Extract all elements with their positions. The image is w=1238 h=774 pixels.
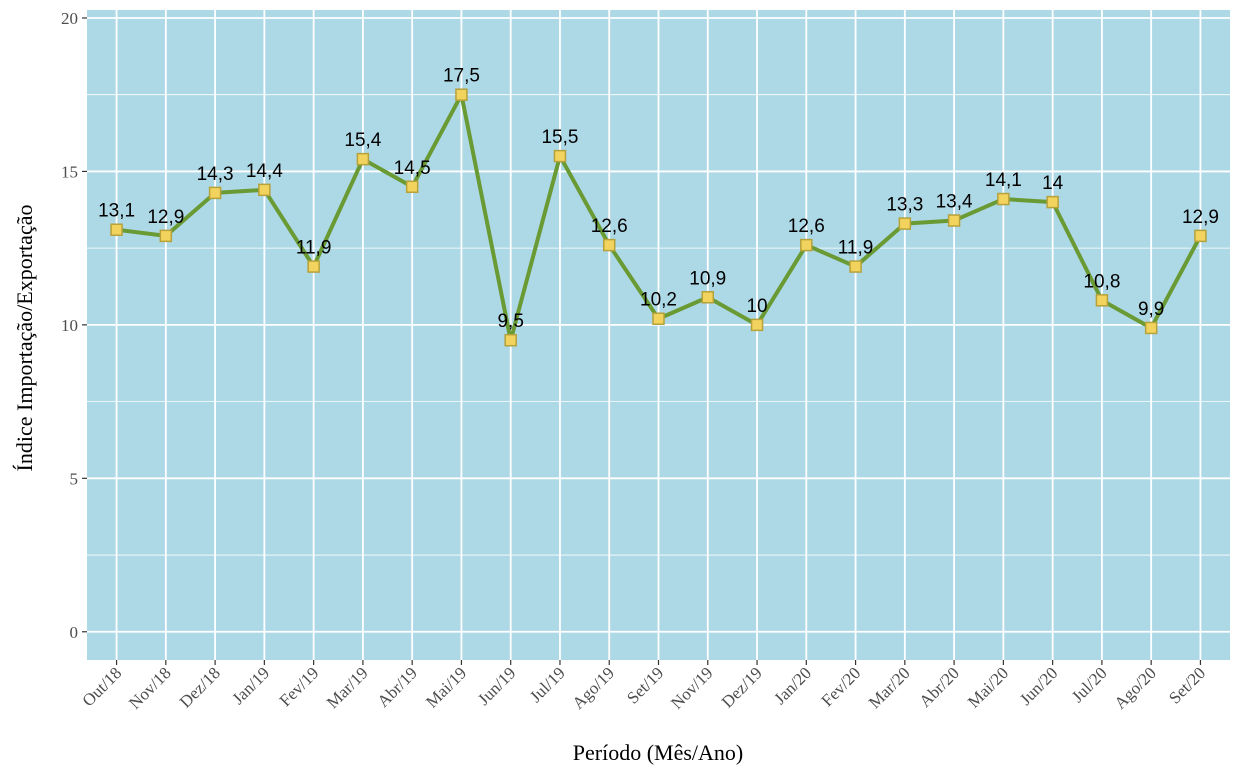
- x-tick-label: Jan/20: [770, 663, 815, 708]
- x-tick-label: Dez/19: [718, 663, 766, 711]
- x-tick-label: Jun/20: [1016, 663, 1061, 708]
- value-label: 13,3: [886, 195, 923, 216]
- marker: [110, 223, 123, 236]
- marker: [602, 238, 616, 252]
- value-label: 14,4: [246, 161, 283, 182]
- marker: [800, 238, 813, 252]
- marker: [159, 229, 173, 243]
- x-tick-label: Dez/18: [176, 663, 224, 711]
- marker: [997, 192, 1010, 206]
- x-tick-label: Jan/19: [228, 663, 273, 708]
- marker: [1046, 195, 1059, 209]
- value-label: 10,9: [689, 268, 726, 289]
- x-tick-label: Fev/20: [818, 663, 865, 710]
- value-label: 10,2: [640, 290, 677, 311]
- x-tick-label: Set/20: [1165, 663, 1209, 707]
- marker: [750, 318, 764, 332]
- value-label: 15,5: [541, 127, 578, 148]
- x-tick-label: Ago/20: [1111, 663, 1160, 712]
- x-tick-label: Mar/19: [323, 663, 372, 712]
- x-tick-label: Nov/19: [667, 663, 716, 712]
- marker: [208, 186, 222, 200]
- value-label: 12,6: [788, 216, 825, 237]
- y-tick-label: 0: [70, 623, 79, 642]
- value-label: 14,1: [985, 170, 1022, 191]
- marker: [1144, 321, 1158, 335]
- value-label: 11,9: [838, 238, 874, 259]
- y-tick-label: 20: [61, 9, 78, 28]
- marker: [849, 260, 862, 273]
- x-tick-label: Mai/19: [422, 663, 470, 711]
- value-label: 9,9: [1138, 299, 1164, 320]
- x-tick-label: Jul/19: [526, 663, 569, 706]
- marker: [405, 180, 419, 194]
- value-label: 12,9: [147, 207, 184, 228]
- value-label: 10: [746, 296, 767, 317]
- value-label: 11,9: [296, 238, 332, 259]
- x-tick-label: Abr/19: [373, 663, 420, 710]
- value-label: 9,5: [497, 311, 523, 332]
- value-label: 17,5: [443, 66, 480, 87]
- value-label: 15,4: [344, 130, 381, 151]
- x-tick-label: Fev/19: [276, 663, 323, 710]
- value-label: 13,1: [98, 201, 135, 222]
- marker: [898, 217, 912, 230]
- x-tick-label: Jul/20: [1068, 663, 1111, 706]
- marker: [701, 291, 715, 304]
- value-label: 14: [1042, 173, 1064, 194]
- y-tick-label: 15: [61, 162, 78, 181]
- x-tick-label: Mar/20: [865, 663, 914, 712]
- x-tick-label: Mai/20: [964, 663, 1012, 711]
- x-tick-label: Abr/20: [915, 663, 962, 710]
- marker: [258, 183, 271, 197]
- value-label: 13,4: [936, 192, 973, 213]
- marker: [307, 260, 320, 273]
- x-axis-label: Período (Mês/Ano): [573, 740, 743, 765]
- x-tick-label: Ago/19: [569, 663, 618, 712]
- marker: [652, 312, 665, 325]
- x-tick-label: Set/19: [623, 663, 667, 707]
- x-tick-label: Out/18: [79, 663, 126, 710]
- x-tick-label: Jun/19: [474, 663, 519, 708]
- y-axis-label: Índice Importação/Exportação: [12, 205, 37, 472]
- y-tick-label: 5: [70, 469, 79, 488]
- marker: [947, 214, 961, 227]
- marker: [1095, 294, 1109, 307]
- marker: [504, 333, 517, 347]
- value-label: 14,5: [394, 158, 431, 179]
- x-tick-label: Nov/18: [125, 663, 174, 712]
- value-label: 14,3: [197, 164, 234, 185]
- marker: [553, 149, 567, 163]
- value-label: 12,9: [1182, 207, 1219, 228]
- marker: [356, 152, 370, 166]
- y-tick-label: 10: [61, 316, 78, 335]
- marker: [1194, 229, 1207, 243]
- value-label: 12,6: [591, 216, 628, 237]
- marker: [455, 88, 468, 101]
- value-label: 10,8: [1083, 271, 1120, 292]
